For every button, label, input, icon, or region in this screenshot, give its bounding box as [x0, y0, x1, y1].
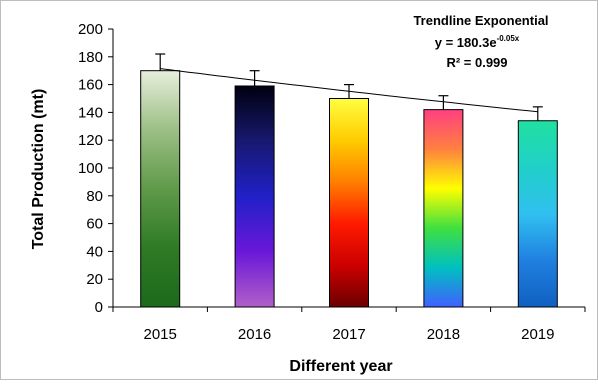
- bar-2015: [140, 70, 181, 308]
- y-tick-label: 160: [78, 77, 103, 94]
- y-axis-title: Total Production (mt): [30, 89, 47, 250]
- bar-2017: [329, 98, 369, 308]
- x-tick-label: 2018: [427, 326, 460, 343]
- trendline-equation-exponent: -0.05x: [497, 34, 520, 43]
- y-tick-label: 80: [86, 188, 103, 205]
- y-tick-label: 60: [86, 216, 103, 233]
- y-tick-label: 0: [95, 299, 103, 316]
- bar-2018: [423, 109, 464, 308]
- x-tick-label: 2016: [238, 326, 271, 343]
- bar-2016: [234, 85, 275, 308]
- trendline: [160, 68, 538, 113]
- trendline-equation: y = 180.3e-0.05x: [435, 34, 520, 50]
- y-tick-label: 40: [86, 243, 103, 260]
- trendline-r-squared: R² = 0.999: [446, 55, 507, 70]
- x-tick-label: 2017: [332, 326, 365, 343]
- bar-2019: [517, 120, 558, 308]
- x-tick-label: 2019: [521, 326, 554, 343]
- x-tick-label: 2015: [144, 326, 177, 343]
- x-axis-title: Different year: [289, 358, 392, 375]
- trendline-title: Trendline Exponential: [413, 13, 548, 28]
- y-tick-label: 140: [78, 104, 103, 121]
- y-tick-label: 100: [78, 160, 103, 177]
- trendline-equation-base: y = 180.3e: [435, 35, 497, 50]
- y-tick-label: 200: [78, 21, 103, 38]
- y-tick-label: 180: [78, 49, 103, 66]
- y-tick-label: 20: [86, 271, 103, 288]
- y-tick-label: 120: [78, 132, 103, 149]
- plot-area: 0 20 40 60 80 100 120 140 160 180 200 2015 2016 2017 2…: [78, 21, 586, 343]
